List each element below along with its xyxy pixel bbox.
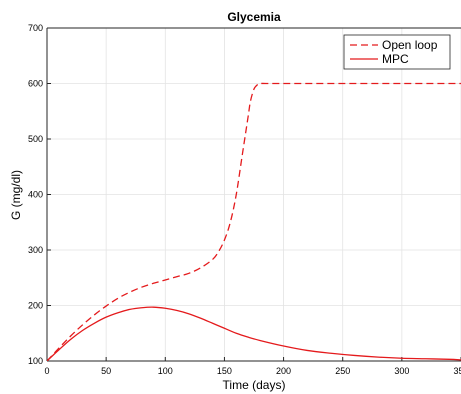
axes [46,27,461,362]
tick-labels: 0 50 100 150 200 250 300 350 100 200 300 400 500 600 7… [28,23,461,376]
chart-title: Glycemia [227,10,281,24]
x-axis-label: Time (days) [223,378,286,392]
x-tick-label: 250 [335,366,350,376]
legend-label: MPC [382,52,409,66]
y-axis-label: G (mg/dl) [9,170,23,220]
grid [46,27,461,362]
x-tick-label: 0 [44,366,49,376]
y-tick-label: 700 [28,23,43,33]
x-tick-label: 300 [394,366,409,376]
y-tick-label: 500 [28,134,43,144]
x-tick-label: 350 [453,366,461,376]
series-line-mpc [47,306,461,361]
series-line-open-loop [47,82,461,361]
legend-box [343,34,451,70]
x-tick-label: 150 [217,366,232,376]
legend-label: Open loop [382,38,438,52]
y-tick-label: 200 [28,301,43,311]
y-tick-label: 600 [28,79,43,89]
x-tick-label: 100 [158,366,173,376]
y-tick-label: 400 [28,190,43,200]
series-lines [47,82,461,361]
x-tick-label: 200 [276,366,291,376]
y-tick-label: 100 [28,356,43,366]
x-tick-label: 50 [101,366,111,376]
y-tick-label: 300 [28,245,43,255]
